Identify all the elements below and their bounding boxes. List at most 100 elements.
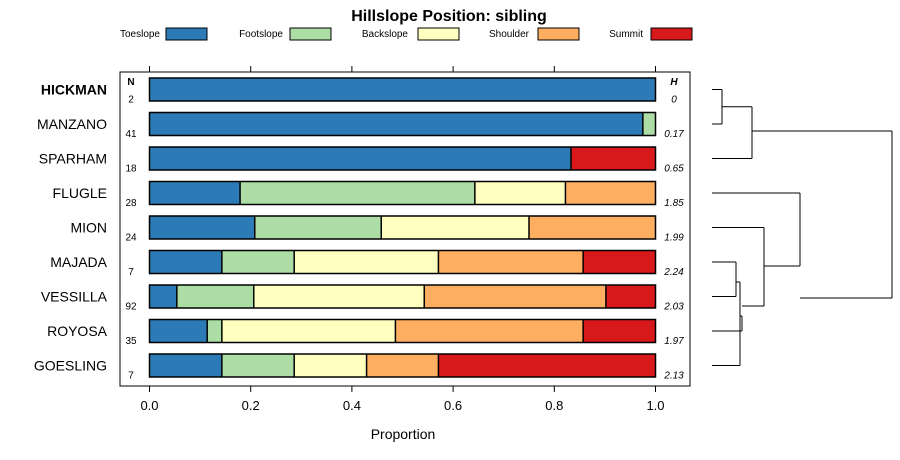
- legend-label-footslope: Footslope: [239, 29, 283, 40]
- row-label: GOESLING: [34, 358, 107, 374]
- row-h-value: 2.03: [663, 302, 684, 313]
- x-axis-label: Proportion: [371, 426, 436, 442]
- rows: HICKMAN 2 0 MANZANO 41 0.17 SPARHAM 18 0.65 FLUGL…: [34, 77, 684, 382]
- bar-segment-summit: [583, 250, 656, 274]
- bar-outline: [148, 353, 657, 378]
- bar-segment-backslope: [221, 319, 396, 343]
- h-header: H: [670, 77, 678, 88]
- row-mion: MION 24 1.99: [70, 215, 684, 244]
- x-tick-label: 0.6: [444, 398, 462, 413]
- bar-outline: [148, 318, 657, 344]
- bar-segment-footslope: [221, 250, 295, 274]
- row-n-value: 24: [125, 233, 137, 244]
- bar-segment-backslope: [253, 285, 425, 308]
- row-flugle: FLUGLE 28 1.85: [53, 180, 684, 209]
- row-label: MAJADA: [50, 254, 107, 270]
- x-tick-label: 0.8: [545, 398, 563, 413]
- row-h-value: 0: [671, 95, 677, 106]
- row-hickman: HICKMAN 2 0: [41, 77, 677, 106]
- n-header: N: [127, 77, 134, 88]
- dendrogram: [712, 89, 893, 366]
- bar-outline: [148, 284, 657, 309]
- bar-segment-shoulder: [529, 216, 656, 239]
- bar-segment-shoulder: [565, 181, 656, 205]
- bar-segment-toeslope: [149, 78, 656, 101]
- bar-segment-summit: [605, 285, 656, 308]
- bar-segment-shoulder: [424, 285, 606, 308]
- row-n-value: 35: [125, 336, 137, 347]
- legend: Toeslope Footslope Backslope Shoulder Summit: [120, 27, 693, 41]
- row-goesling: GOESLING 7 2.13: [34, 353, 684, 382]
- legend-swatch-shoulder: [537, 27, 580, 41]
- row-manzano: MANZANO 41 0.17: [37, 111, 684, 140]
- bar-outline: [148, 111, 657, 137]
- row-h-value: 2.13: [663, 371, 684, 382]
- bar-segment-summit: [583, 319, 656, 343]
- legend-label-shoulder: Shoulder: [489, 29, 530, 40]
- bar-outline: [148, 180, 657, 206]
- x-tick-label: 0.4: [343, 398, 361, 413]
- bar-segment-toeslope: [149, 216, 255, 239]
- bar-segment-footslope: [254, 216, 382, 239]
- bar-segment-footslope: [642, 112, 656, 136]
- bar-segment-toeslope: [149, 147, 571, 170]
- x-tick-label: 1.0: [646, 398, 664, 413]
- bar-segment-backslope: [381, 216, 529, 239]
- bar-outline: [148, 215, 657, 240]
- bar-segment-summit: [438, 354, 656, 377]
- legend-swatch-backslope: [417, 27, 460, 41]
- row-n-value: 7: [128, 267, 134, 278]
- row-label: MANZANO: [37, 116, 107, 132]
- row-label: FLUGLE: [53, 185, 107, 201]
- bar-outline: [148, 146, 657, 171]
- row-n-value: 18: [125, 164, 137, 175]
- row-n-value: 28: [125, 198, 137, 209]
- row-h-value: 1.97: [664, 336, 684, 347]
- row-n-value: 92: [125, 302, 137, 313]
- bar-outline: [148, 77, 657, 102]
- bar-segment-toeslope: [149, 250, 222, 274]
- row-n-value: 7: [128, 371, 134, 382]
- x-axis: 0.0 0.2 0.4 0.6 0.8 1.0: [140, 66, 665, 413]
- row-label: SPARHAM: [39, 151, 107, 167]
- bar-segment-summit: [570, 147, 656, 170]
- bar-segment-toeslope: [149, 112, 643, 136]
- row-h-value: 1.85: [664, 198, 684, 209]
- bar-segment-backslope: [474, 181, 566, 205]
- bar-segment-footslope: [240, 181, 475, 205]
- legend-swatch-toeslope: [165, 27, 208, 41]
- bar-segment-footslope: [207, 319, 222, 343]
- legend-swatch-footslope: [289, 27, 332, 41]
- row-label: ROYOSA: [47, 323, 108, 339]
- row-n-value: 41: [125, 129, 137, 140]
- row-sparham: SPARHAM 18 0.65: [39, 146, 684, 175]
- row-vessilla: VESSILLA 92 2.03: [41, 284, 684, 313]
- bar-outline: [148, 249, 657, 275]
- row-majada: MAJADA 7 2.24: [50, 249, 684, 278]
- row-royosa: ROYOSA 35 1.97: [47, 318, 684, 347]
- bar-segment-toeslope: [149, 285, 177, 308]
- x-tick-label: 0.0: [140, 398, 158, 413]
- bar-segment-toeslope: [149, 319, 208, 343]
- bar-segment-shoulder: [366, 354, 439, 377]
- plot-frame: [119, 71, 691, 387]
- row-h-value: 2.24: [663, 267, 684, 278]
- bar-segment-shoulder: [438, 250, 584, 274]
- legend-label-summit: Summit: [609, 29, 643, 40]
- bar-segment-backslope: [294, 354, 367, 377]
- row-label: MION: [70, 220, 107, 236]
- bar-segment-shoulder: [395, 319, 584, 343]
- legend-swatch-summit: [650, 27, 693, 41]
- legend-label-toeslope: Toeslope: [120, 29, 160, 40]
- x-tick-label: 0.2: [242, 398, 260, 413]
- chart-title: Hillslope Position: sibling: [351, 8, 547, 25]
- bar-segment-toeslope: [149, 354, 222, 377]
- bar-segment-footslope: [221, 354, 295, 377]
- row-h-value: 0.17: [664, 129, 684, 140]
- row-h-value: 0.65: [664, 164, 684, 175]
- bar-segment-footslope: [176, 285, 254, 308]
- row-h-value: 1.99: [664, 233, 684, 244]
- row-label: VESSILLA: [41, 289, 108, 305]
- row-n-value: 2: [128, 95, 134, 106]
